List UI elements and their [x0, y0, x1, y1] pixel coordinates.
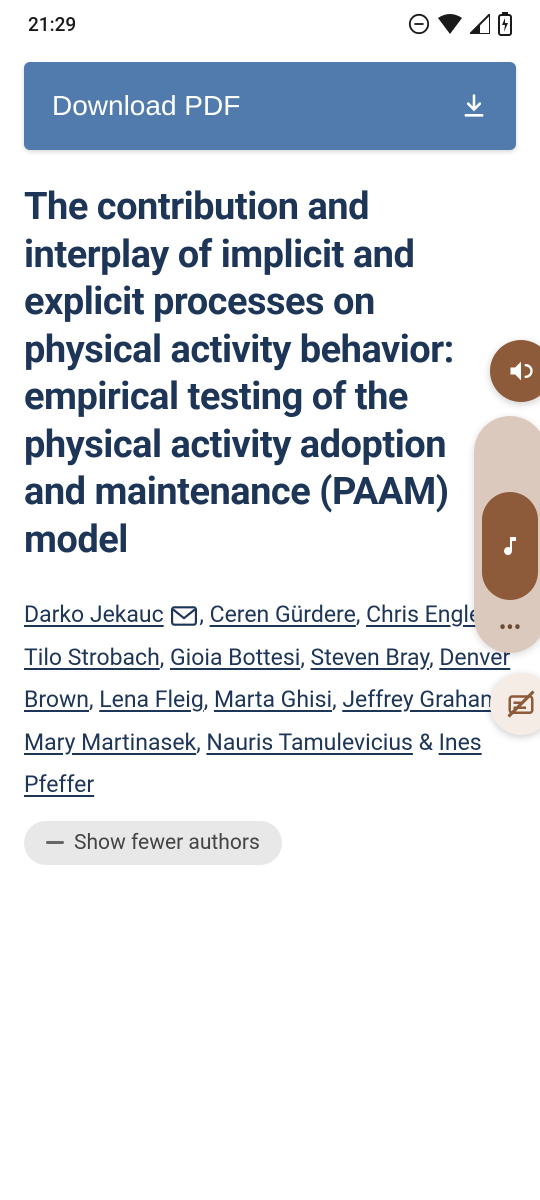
show-fewer-label: Show fewer authors [74, 831, 260, 855]
mail-icon[interactable] [171, 606, 197, 626]
dnd-icon [408, 13, 430, 35]
wifi-icon [438, 14, 462, 34]
minus-icon [46, 841, 64, 844]
status-icons [408, 12, 512, 36]
caption-off-icon [506, 689, 536, 719]
author-link[interactable]: Tilo Strobach [24, 644, 160, 671]
floating-controls: ••• [474, 340, 540, 735]
speaker-icon [507, 357, 535, 385]
download-icon [460, 92, 488, 120]
author-link[interactable]: Ceren Gürdere [210, 601, 356, 628]
music-note-icon [498, 534, 522, 558]
read-aloud-button[interactable] [490, 340, 540, 402]
author-list: Darko Jekauc , Ceren Gürdere, Chris Engl… [24, 594, 516, 807]
article-title: The contribution and interplay of implic… [24, 184, 516, 564]
author-link[interactable]: Marta Ghisi [214, 686, 332, 713]
status-time: 21:29 [28, 13, 76, 36]
caption-toggle-button[interactable] [490, 673, 540, 735]
battery-charging-icon [498, 12, 512, 36]
author-link[interactable]: Lena Fleig [99, 686, 204, 713]
download-pdf-label: Download PDF [52, 90, 240, 122]
music-toggle[interactable] [482, 492, 538, 600]
more-icon[interactable]: ••• [499, 610, 521, 643]
author-link[interactable]: Darko Jekauc [24, 601, 164, 628]
download-pdf-button[interactable]: Download PDF [24, 62, 516, 150]
author-link[interactable]: Gioia Bottesi [170, 644, 300, 671]
author-link[interactable]: Mary Martinasek [24, 729, 196, 756]
signal-icon [470, 14, 490, 34]
media-pill[interactable]: ••• [474, 416, 540, 653]
show-fewer-authors-button[interactable]: Show fewer authors [24, 821, 282, 865]
author-link[interactable]: Steven Bray [311, 644, 430, 671]
author-link[interactable]: Nauris Tamulevicius [206, 729, 412, 756]
status-bar: 21:29 [0, 0, 540, 48]
